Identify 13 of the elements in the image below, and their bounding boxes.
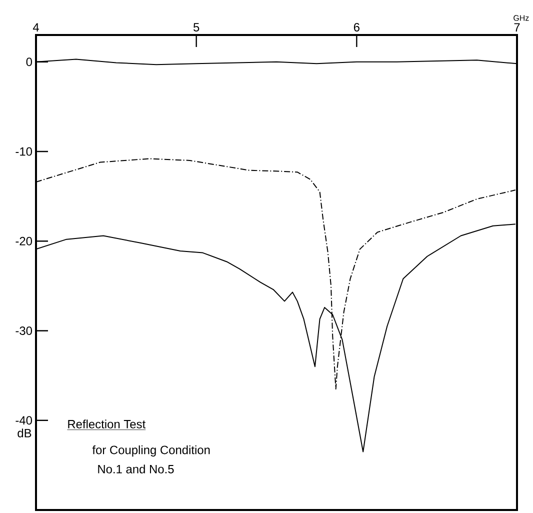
x-tick-label: 4 bbox=[32, 23, 39, 32]
annotation: Reflection Test bbox=[68, 420, 146, 428]
y-tick-label: 0 bbox=[26, 58, 32, 66]
x-tick-label: 7 bbox=[514, 23, 520, 32]
y-tick-label: -30 bbox=[16, 326, 32, 335]
y-tick-label: -10 bbox=[16, 147, 32, 156]
x-tick-label: 6 bbox=[354, 23, 360, 32]
y-tick-label: -20 bbox=[16, 236, 32, 246]
x-tick-label: 5 bbox=[193, 23, 200, 32]
y-axis-title: dB bbox=[18, 428, 32, 438]
y-tick-label: -40 bbox=[16, 416, 32, 425]
annotation: No.1 and No.5 bbox=[98, 464, 174, 474]
annotation: for Coupling Condition bbox=[92, 445, 210, 457]
